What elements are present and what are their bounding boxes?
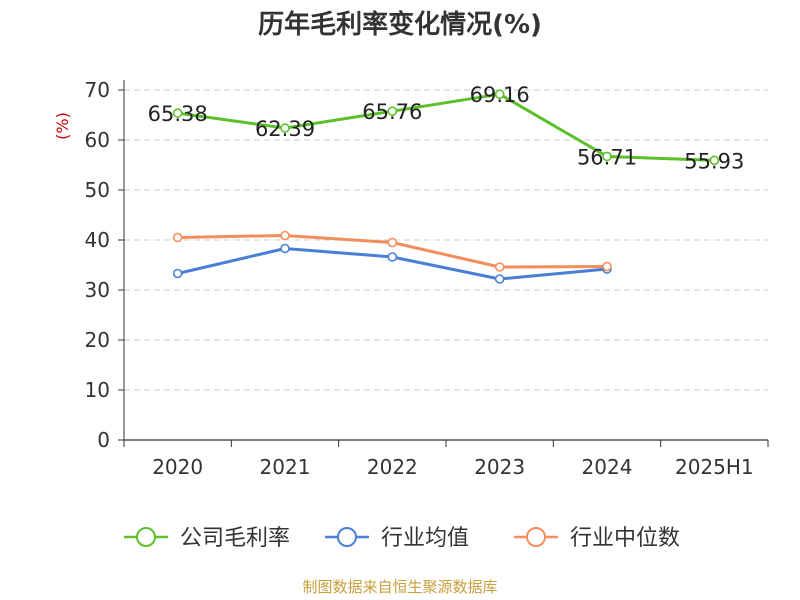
legend-label[interactable]: 行业中位数 <box>570 526 680 551</box>
y-tick-label: 50 <box>85 178 110 202</box>
data-label: 69.16 <box>470 83 530 107</box>
data-point <box>387 106 398 116</box>
y-tick-label: 70 <box>85 78 110 102</box>
x-tick-label: 2021 <box>260 455 311 479</box>
y-axis-label: (%) <box>53 112 72 140</box>
series-line-0 <box>177 92 715 162</box>
legend-label[interactable]: 公司毛利率 <box>180 526 290 551</box>
x-tick-label: 2020 <box>152 455 203 479</box>
data-labels: 65.38 62.39 65.76 69.16 56.71 55.93 <box>148 83 745 173</box>
data-point <box>494 262 505 272</box>
data-label: 62.39 <box>255 117 315 141</box>
data-point <box>494 274 505 284</box>
data-label: 56.71 <box>577 145 637 169</box>
data-point <box>280 123 290 133</box>
x-tick-label: 2022 <box>367 455 418 479</box>
legend-marker <box>337 527 357 547</box>
data-point <box>602 261 612 272</box>
y-tick-label: 40 <box>85 228 110 252</box>
y-tick-label: 0 <box>97 428 110 452</box>
data-point <box>280 243 290 254</box>
grid-lines <box>124 89 768 391</box>
y-tick-label: 20 <box>85 328 110 352</box>
chart-title: 历年毛利率变化情况(%) <box>258 10 542 40</box>
data-label: 65.38 <box>148 102 208 126</box>
y-tick-label: 10 <box>85 378 110 402</box>
data-point <box>709 155 720 166</box>
data-point <box>280 230 290 241</box>
legend-marker <box>526 527 546 547</box>
legend-marker <box>136 527 156 547</box>
data-point <box>172 268 183 279</box>
data-point <box>387 237 398 248</box>
data-point <box>172 232 183 243</box>
legend-label[interactable]: 行业均值 <box>381 526 469 551</box>
data-point <box>172 108 183 118</box>
y-tick-label: 60 <box>85 128 110 152</box>
data-label: 65.76 <box>362 100 422 124</box>
axes: 0 10 20 30 40 50 60 70 (%) 2020 2021 2022 2023 2024 20… <box>53 78 769 479</box>
x-tick-label: 2024 <box>582 455 633 479</box>
data-point <box>602 151 612 162</box>
source-note: 制图数据来自恒生聚源数据库 <box>302 578 498 596</box>
data-label: 55.93 <box>684 149 744 173</box>
x-tick-label: 2025H1 <box>675 455 754 479</box>
series-lines <box>172 89 720 284</box>
x-tick-label: 2023 <box>474 455 525 479</box>
data-point <box>387 252 398 262</box>
data-point <box>494 89 505 99</box>
y-tick-label: 30 <box>85 278 110 302</box>
legend[interactable]: 公司毛利率 行业均值 行业中位数 <box>124 526 680 551</box>
